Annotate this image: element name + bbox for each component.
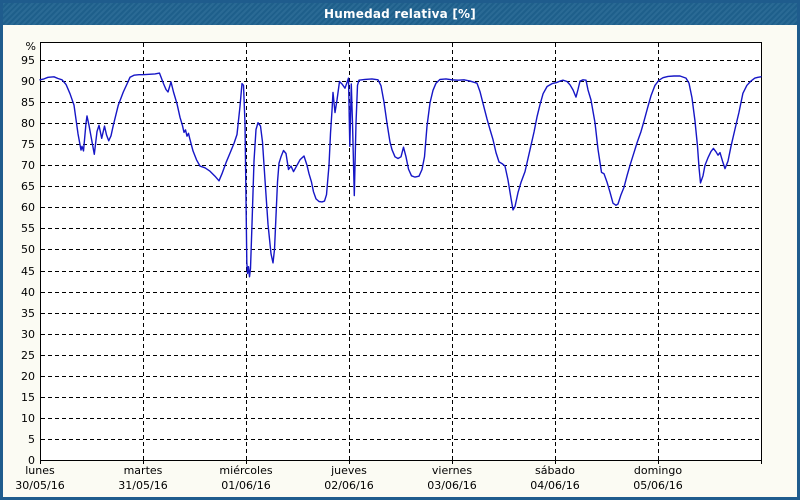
day-name-label-2: miércoles [219,464,272,477]
y-tick-label-0: 0 [28,454,35,467]
day-date-label-4: 03/06/16 [427,479,476,492]
y-axis-unit-label: % [26,40,36,53]
window-title: Humedad relativa [%] [324,7,476,21]
day-name-label-3: jueves [330,464,367,477]
y-tick-label-80: 80 [21,117,35,130]
humidity-series-line [39,72,762,278]
y-tick-label-10: 10 [21,412,35,425]
title-bar: Humedad relativa [%] [3,3,797,25]
y-tick-label-60: 60 [21,201,35,214]
day-date-label-2: 01/06/16 [221,479,270,492]
y-tick-label-75: 75 [21,138,35,151]
y-tick-label-65: 65 [21,180,35,193]
y-tick-label-35: 35 [21,307,35,320]
y-tick-label-90: 90 [21,75,35,88]
y-tick-label-40: 40 [21,286,35,299]
y-tick-label-5: 5 [28,433,35,446]
y-tick-label-95: 95 [21,54,35,67]
y-tick-label-85: 85 [21,96,35,109]
day-date-label-5: 04/06/16 [530,479,579,492]
day-date-label-3: 02/06/16 [324,479,373,492]
y-tick-label-50: 50 [21,243,35,256]
day-date-label-1: 31/05/16 [118,479,167,492]
y-tick-label-15: 15 [21,391,35,404]
y-tick-label-30: 30 [21,328,35,341]
plot-area [40,42,762,461]
day-name-label-1: martes [124,464,163,477]
day-date-label-0: 30/05/16 [15,479,64,492]
y-tick-label-45: 45 [21,265,35,278]
day-name-label-4: viernes [432,464,472,477]
day-date-label-6: 05/06/16 [633,479,682,492]
y-tick-label-55: 55 [21,222,35,235]
day-name-label-5: sábado [535,464,575,477]
y-tick-label-25: 25 [21,349,35,362]
y-tick-label-70: 70 [21,159,35,172]
day-name-label-6: domingo [634,464,682,477]
y-tick-label-20: 20 [21,370,35,383]
day-name-label-0: lunes [25,464,55,477]
